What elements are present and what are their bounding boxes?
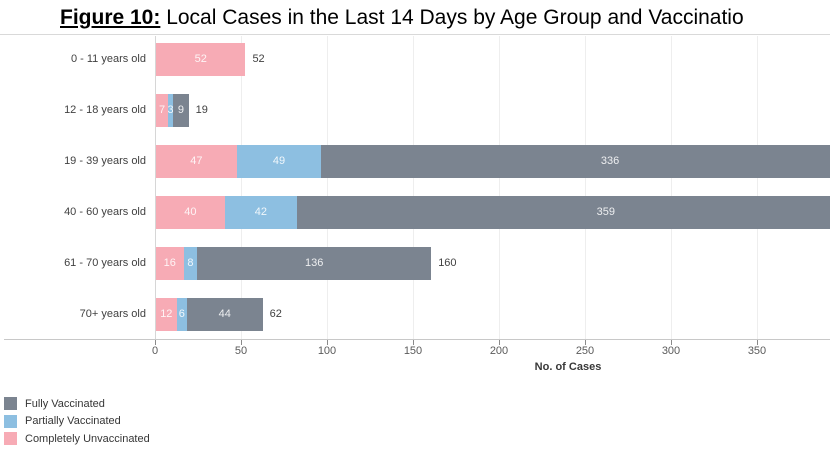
segment-value-label: 8 — [187, 257, 194, 269]
legend-label: Completely Unvaccinated — [25, 432, 150, 445]
bar-segment: 359 — [297, 195, 830, 229]
title-separator-line — [0, 34, 830, 35]
x-tick-label: 300 — [661, 345, 681, 357]
chart-row: 0 - 11 years old 52 52 — [0, 42, 830, 76]
chart-row: 70+ years old 12 6 44 62 — [0, 297, 830, 331]
gridline — [241, 36, 242, 339]
row-label: 61 - 70 years old — [64, 256, 146, 269]
bar-segment: 3 — [167, 93, 174, 127]
bar-segment: 7 — [156, 93, 169, 127]
x-tick-label: 50 — [234, 345, 248, 357]
x-tick — [585, 340, 586, 345]
stacked-bar: 52 — [156, 42, 246, 76]
x-tick-label: 350 — [747, 345, 767, 357]
legend-item: Partially Vaccinated — [4, 414, 121, 428]
segment-value-label: 16 — [163, 257, 176, 269]
x-tick — [241, 340, 242, 345]
legend-swatch — [4, 432, 17, 445]
x-axis-line — [4, 339, 830, 340]
gridline — [585, 36, 586, 339]
bar-segment: 336 — [321, 144, 830, 178]
bar-segment: 9 — [173, 93, 189, 127]
bar-segment: 12 — [156, 297, 177, 331]
bar-segment: 8 — [183, 246, 198, 280]
bar-segment: 40 — [156, 195, 225, 229]
legend-swatch — [4, 414, 17, 428]
row-label: 0 - 11 years old — [70, 52, 146, 65]
segment-value-label: 52 — [194, 53, 207, 65]
segment-value-label: 9 — [177, 104, 184, 116]
segment-value-label: 40 — [184, 206, 197, 218]
gridline — [671, 36, 672, 339]
bar-segment: 6 — [176, 297, 187, 331]
row-label: 19 - 39 years old — [64, 154, 146, 167]
total-label: 160 — [438, 256, 457, 269]
total-label: 19 — [195, 103, 208, 116]
x-tick-label: 200 — [489, 345, 509, 357]
chart-row: 19 - 39 years old 47 49 336 — [0, 144, 830, 178]
segment-value-label: 12 — [160, 308, 173, 320]
gridline — [413, 36, 414, 339]
segment-value-label: 136 — [305, 257, 324, 269]
chart-row: 40 - 60 years old 40 42 359 — [0, 195, 830, 229]
segment-value-label: 6 — [178, 308, 185, 320]
stacked-bar: 16 8 136 — [156, 246, 432, 280]
legend-label: Fully Vaccinated — [25, 397, 105, 410]
total-label: 52 — [252, 52, 265, 65]
total-label: 62 — [269, 307, 282, 320]
row-label: 12 - 18 years old — [64, 103, 146, 116]
chart-row: 61 - 70 years old 16 8 136 160 — [0, 246, 830, 280]
legend-swatch — [4, 397, 17, 410]
bar-segment: 49 — [236, 144, 322, 178]
bar-segment: 44 — [186, 297, 263, 331]
figure-title: Figure 10: Local Cases in the Last 14 Da… — [60, 6, 744, 30]
row-label: 70+ years old — [79, 307, 146, 320]
figure-title-prefix: Figure 10: — [60, 6, 161, 29]
bar-segment: 16 — [156, 246, 184, 280]
row-label: 40 - 60 years old — [64, 205, 146, 218]
gridline — [757, 36, 758, 339]
segment-value-label: 47 — [190, 155, 203, 167]
segment-value-label: 44 — [218, 308, 231, 320]
bar-segment: 42 — [224, 195, 298, 229]
bar-segment: 47 — [156, 144, 237, 178]
x-tick — [757, 340, 758, 345]
segment-value-label: 359 — [596, 206, 615, 218]
segment-value-label: 49 — [272, 155, 286, 167]
x-tick-label: 150 — [403, 345, 423, 357]
figure-title-text: Local Cases in the Last 14 Days by Age G… — [160, 6, 744, 29]
x-tick — [155, 340, 156, 345]
x-axis-title: No. of Cases — [534, 361, 602, 373]
x-tick-label: 0 — [151, 345, 159, 357]
x-tick — [671, 340, 672, 345]
x-tick — [327, 340, 328, 345]
x-tick — [499, 340, 500, 345]
y-axis-line — [155, 36, 156, 339]
segment-value-label: 3 — [167, 104, 174, 116]
legend-item: Completely Unvaccinated — [4, 432, 150, 445]
gridline — [499, 36, 500, 339]
segment-value-label: 336 — [600, 155, 620, 167]
chart-row: 12 - 18 years old 7 3 9 19 — [0, 93, 830, 127]
legend-label: Partially Vaccinated — [25, 415, 121, 427]
stacked-bar: 40 42 359 — [156, 195, 830, 229]
stacked-bar: 47 49 336 — [156, 144, 830, 178]
x-tick-label: 100 — [317, 345, 337, 357]
bar-segment: 136 — [197, 246, 432, 280]
legend-item: Fully Vaccinated — [4, 397, 105, 410]
gridline — [327, 36, 328, 339]
segment-value-label: 7 — [158, 104, 166, 116]
x-tick-label: 250 — [575, 345, 595, 357]
stacked-bar: 12 6 44 — [156, 297, 263, 331]
bar-segment: 52 — [156, 42, 246, 76]
segment-value-label: 42 — [254, 206, 268, 218]
x-tick — [413, 340, 414, 345]
